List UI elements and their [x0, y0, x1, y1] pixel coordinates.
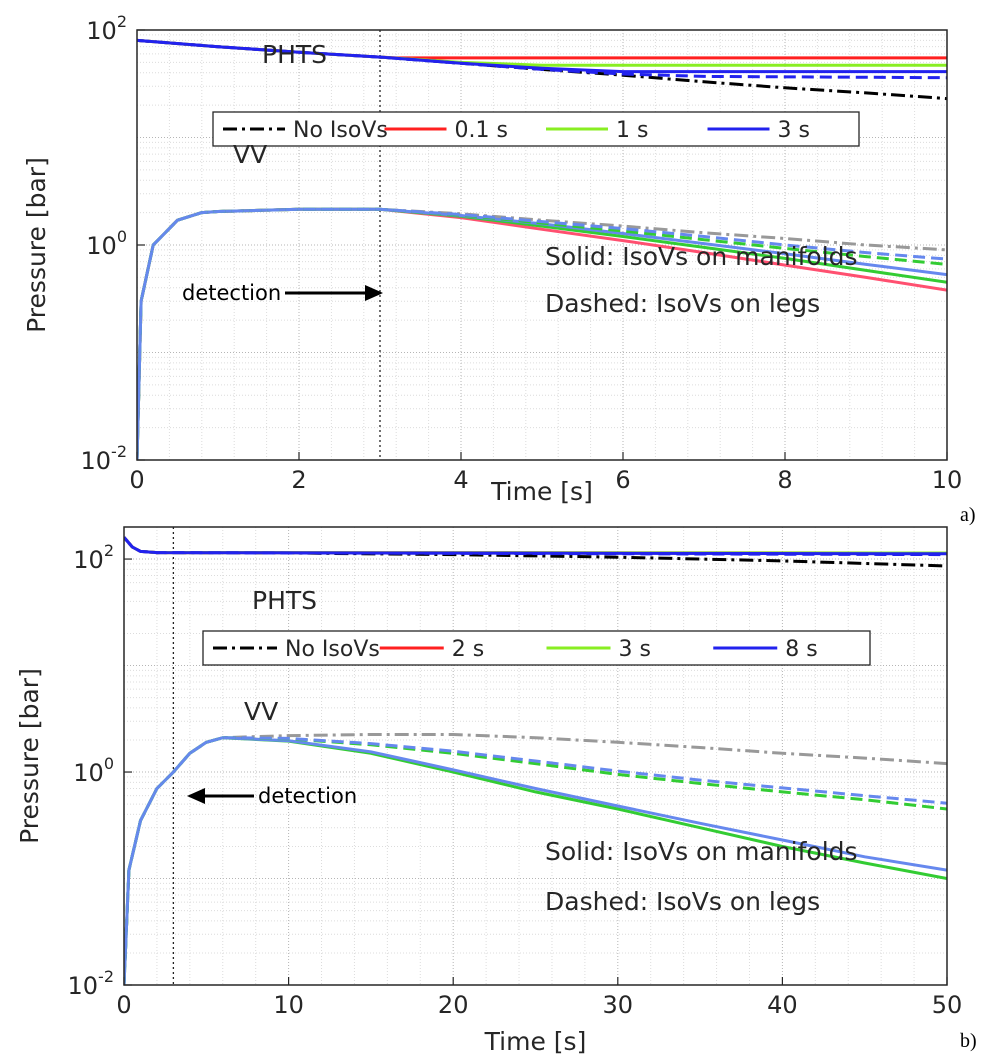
solid-note: Solid: IsoVs on manifolds: [545, 242, 858, 271]
y-tick-exponent: -2: [111, 442, 127, 461]
y-tick-base: 10: [86, 232, 117, 260]
y-tick-exponent: 0: [104, 754, 114, 773]
legend-label: 8 s: [785, 637, 817, 662]
dashed-note: Dashed: IsoVs on legs: [545, 289, 820, 318]
x-tick-label: 8: [777, 466, 792, 494]
legend-label: 3 s: [619, 637, 651, 662]
grid: [136, 30, 948, 461]
vv-label: VV: [233, 140, 267, 169]
x-tick-label: 50: [932, 991, 963, 1019]
x-tick-label: 20: [438, 991, 469, 1019]
y-tick-label: 100: [73, 754, 114, 787]
legend-label: 2 s: [452, 637, 484, 662]
dashed-note: Dashed: IsoVs on legs: [545, 887, 820, 916]
y-axis-label: Pressure [bar]: [15, 668, 44, 844]
detection-arrow-head: [187, 788, 205, 804]
phts-label: PHTS: [262, 40, 327, 69]
solid-note: Solid: IsoVs on manifolds: [545, 837, 858, 866]
y-tick-label: 102: [86, 12, 127, 45]
panel-label-b: b): [960, 1030, 977, 1052]
x-tick-label: 10: [932, 466, 963, 494]
x-tick-label: 6: [615, 466, 630, 494]
x-tick-label: 10: [273, 991, 304, 1019]
series-group: [137, 38, 947, 460]
x-tick-label: 0: [116, 991, 131, 1019]
x-tick-label: 2: [291, 466, 306, 494]
y-tick-base: 10: [73, 546, 104, 574]
x-tick-label: 40: [767, 991, 798, 1019]
x-axis-label: Time [s]: [490, 477, 593, 506]
series-group: [124, 536, 947, 985]
x-axis-label: Time [s]: [484, 1027, 587, 1056]
legend-label: No IsoVs: [285, 637, 380, 662]
y-tick-base: 10: [86, 17, 117, 45]
y-tick-label: 102: [73, 541, 114, 574]
y-axis-label: Pressure [bar]: [22, 157, 51, 333]
series-line-phts-dashed-4: [137, 38, 947, 80]
x-tick-label: 0: [129, 466, 144, 494]
x-tick-label: 4: [453, 466, 468, 494]
detection-label: detection: [182, 281, 281, 305]
y-tick-base: 10: [68, 972, 99, 1000]
phts-label: PHTS: [252, 586, 317, 615]
legend: No IsoVs 2 s 3 s 8 s: [202, 630, 871, 666]
y-tick-exponent: 2: [117, 12, 127, 31]
vv-label: VV: [244, 697, 278, 726]
y-tick-exponent: 2: [104, 541, 114, 560]
legend-label: 1 s: [616, 118, 648, 143]
y-tick-base: 10: [81, 447, 112, 475]
legend-label: 0.1 s: [455, 118, 508, 143]
y-tick-base: 10: [73, 759, 104, 787]
plot-area: [124, 527, 947, 985]
panel-label-a: a): [960, 504, 976, 526]
detection-label: detection: [258, 784, 357, 808]
series-line-vv-dashed-9: [124, 736, 947, 985]
detection-arrow-head: [365, 285, 383, 301]
x-tick-label: 30: [603, 991, 634, 1019]
y-tick-label: 10-2: [81, 442, 128, 475]
y-tick-exponent: -2: [98, 967, 114, 986]
legend-label: 3 s: [778, 118, 810, 143]
series-line-vv-dashed-10: [137, 207, 947, 460]
legend: No IsoVs 0.1 s 1 s 3 s: [212, 111, 860, 147]
y-tick-label: 10-2: [68, 967, 115, 1000]
y-tick-label: 100: [86, 227, 127, 260]
legend-label: No IsoVs: [293, 118, 388, 143]
axes-box: [123, 526, 948, 986]
y-tick-exponent: 0: [117, 227, 127, 246]
series-line-phts-dashed-4: [124, 536, 947, 557]
